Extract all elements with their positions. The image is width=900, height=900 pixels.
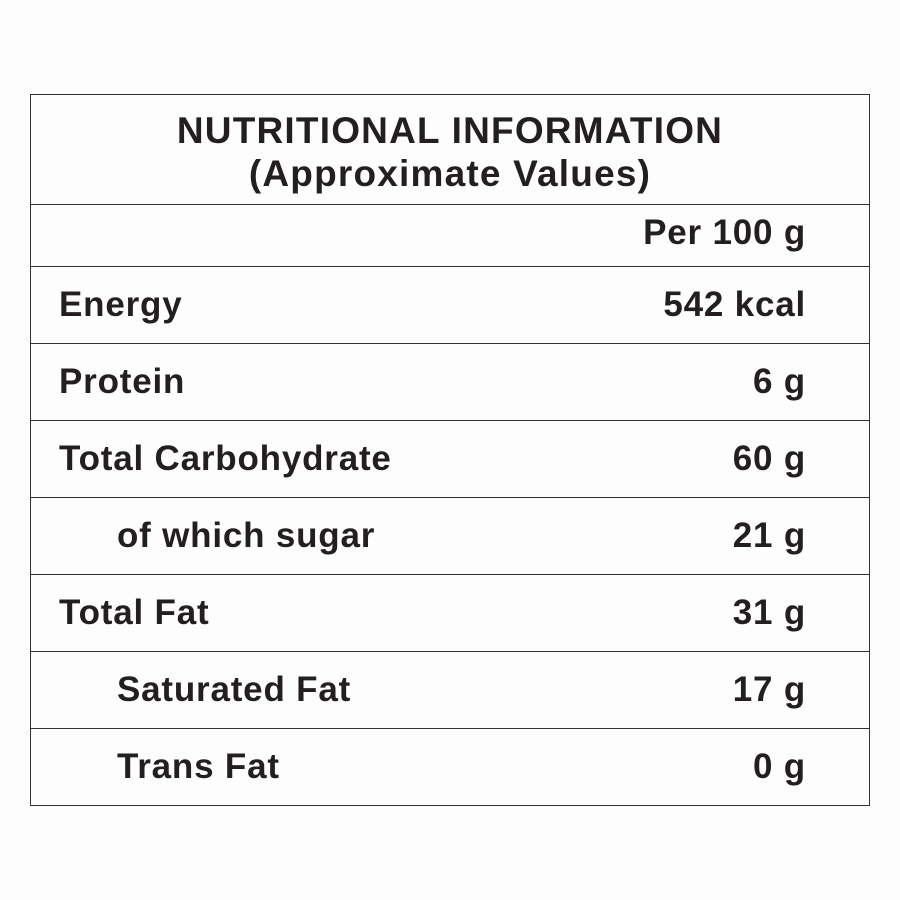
row-divider [31, 266, 869, 267]
nutrient-label: Energy [59, 284, 183, 324]
row-divider [31, 420, 869, 421]
nutrient-value: 21 g [732, 515, 806, 555]
nutrient-label: Total Fat [59, 592, 210, 632]
table-subtitle: (Approximate Values) [248, 153, 652, 194]
nutrient-label: Total Carbohydrate [59, 438, 392, 478]
sub-nutrient-label: Trans Fat [117, 746, 280, 786]
nutrient-value: 542 kcal [663, 284, 806, 324]
sub-nutrient-label: Saturated Fat [117, 669, 352, 709]
table-title: NUTRITIONAL INFORMATION [176, 110, 724, 151]
nutrient-value: 6 g [753, 361, 806, 401]
row-divider [31, 651, 869, 652]
row-divider [31, 574, 869, 575]
row-divider [31, 204, 869, 205]
sub-nutrient-label: of which sugar [117, 515, 376, 555]
row-divider [31, 728, 869, 729]
nutrient-value: 17 g [732, 669, 806, 709]
nutrient-value: 60 g [732, 438, 806, 478]
nutrition-table: NUTRITIONAL INFORMATION (Approximate Val… [30, 94, 870, 806]
row-divider [31, 343, 869, 344]
nutrient-value: 31 g [732, 592, 806, 632]
column-header: Per 100 g [643, 213, 806, 252]
row-divider [31, 497, 869, 498]
nutrient-label: Protein [59, 361, 186, 401]
nutrient-value: 0 g [753, 746, 806, 786]
